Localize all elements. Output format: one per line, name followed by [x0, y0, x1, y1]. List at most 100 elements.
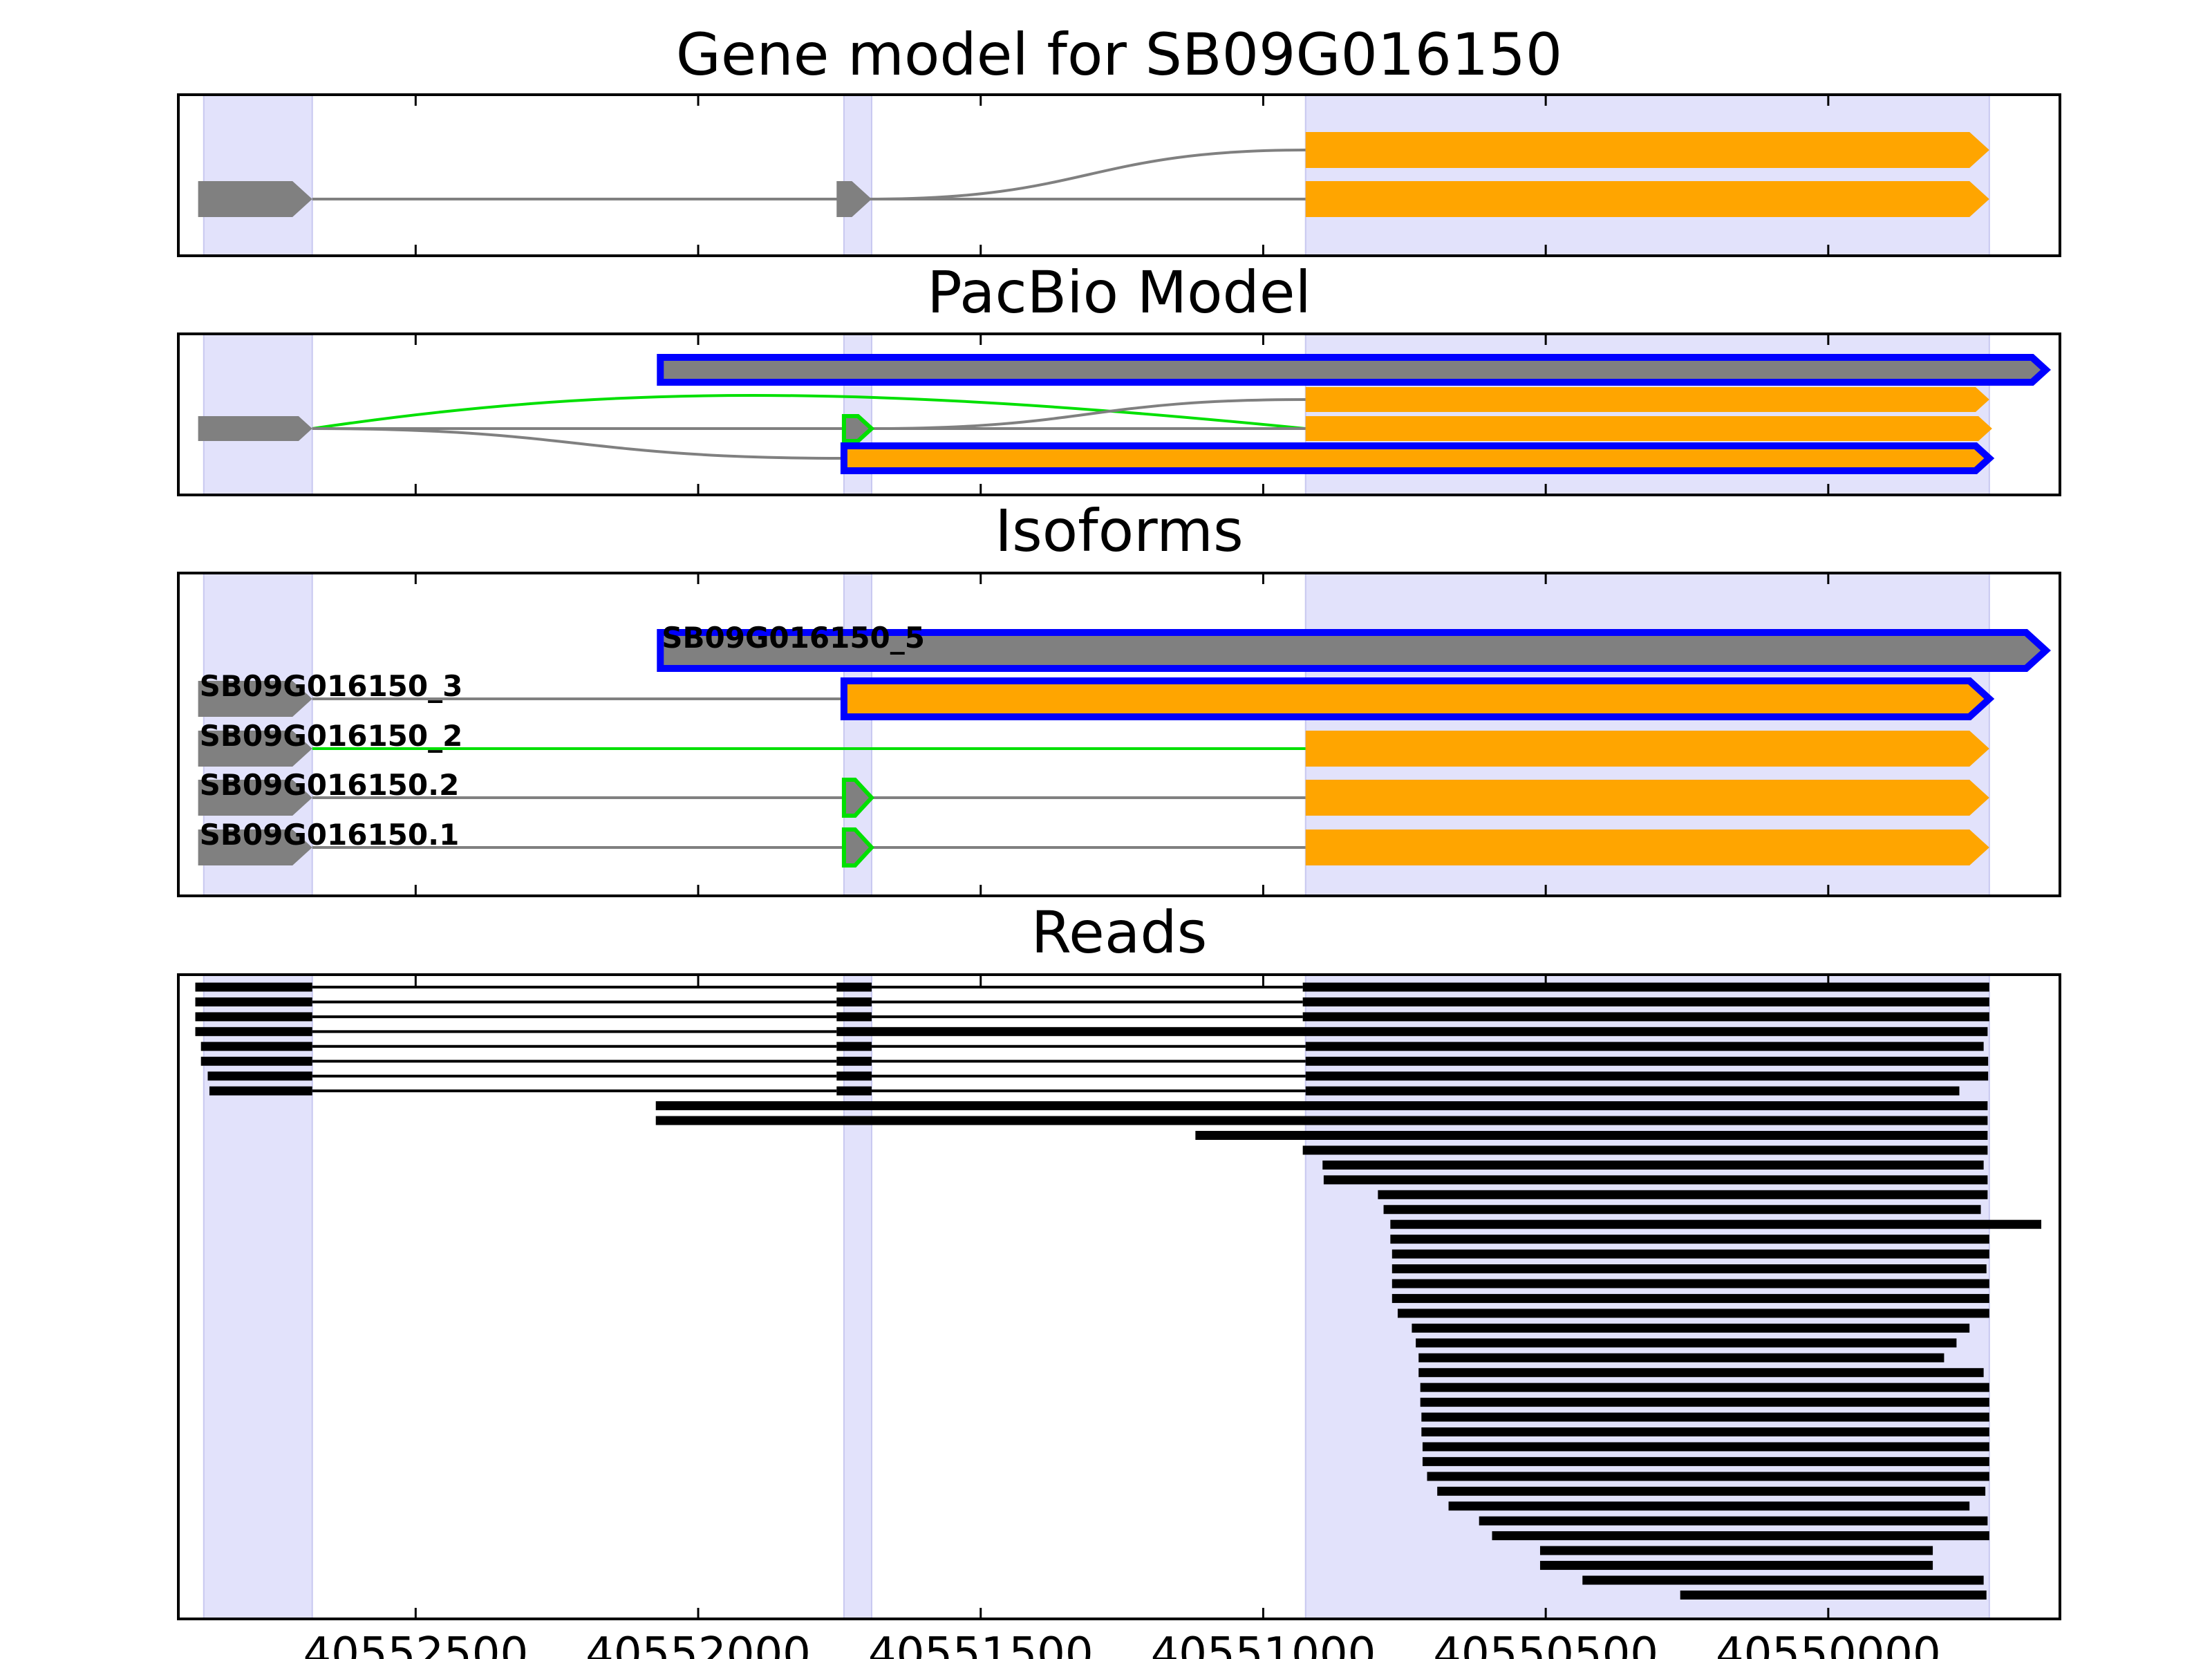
read-segment [1305, 1056, 1989, 1066]
cds-exon-block [1305, 731, 1989, 767]
read-segment [1302, 997, 1989, 1006]
read-segment [1539, 1546, 1933, 1555]
read-segment [836, 982, 872, 992]
read-segment [207, 1071, 312, 1081]
panel-frame [177, 93, 2061, 257]
gene-model-panel: Gene model for SB09G016150 [177, 21, 2061, 257]
read-segment [1427, 1472, 1989, 1481]
read-segment [836, 997, 872, 1006]
utr-exon-block [198, 780, 312, 816]
exon-region-band [203, 333, 313, 496]
read-segment [1412, 1323, 1970, 1333]
reads-panel: Reads 40552500 40552000 40551500 40551000 40… [177, 899, 2061, 1659]
reads-title: Reads [1031, 899, 1208, 966]
read-segment [1302, 1145, 1988, 1155]
read-segment [1437, 1486, 1986, 1496]
isoform-label: SB09G016150.1 [200, 818, 460, 852]
cds-exon-block [1305, 387, 1989, 412]
read-segment [1391, 1249, 1989, 1259]
read-segment [1391, 1293, 1989, 1303]
read-segment [836, 1086, 872, 1096]
cds-exon-block [1305, 132, 1989, 168]
exon-region-band [203, 94, 313, 256]
utr-exon-block [841, 414, 875, 443]
isoform-label: SB09G016150_5 [662, 621, 925, 655]
utr-exon-block [841, 827, 875, 868]
read-segment [655, 1116, 1988, 1125]
read-segment [1322, 1160, 1984, 1170]
exon-region-band [203, 974, 313, 1620]
read-segment [195, 1012, 312, 1022]
read-segment [836, 1012, 872, 1022]
x-tick-label: 40552000 [585, 1629, 811, 1659]
read-segment [1391, 1279, 1989, 1288]
cds-exon-block [1305, 780, 1989, 816]
utr-exon-block [198, 731, 312, 767]
cds-exon-block [1305, 181, 1989, 217]
read-segment [1421, 1427, 1989, 1436]
read-segment [1539, 1561, 1933, 1571]
read-segment [1418, 1368, 1984, 1378]
x-tick-label: 40550000 [1716, 1629, 1941, 1659]
intron-line [871, 398, 1306, 430]
read-segment [1391, 1264, 1987, 1274]
x-tick-label: 40551000 [1151, 1629, 1376, 1659]
x-tick-label: 40551500 [868, 1629, 1094, 1659]
read-segment [1582, 1575, 1984, 1585]
read-segment [1422, 1456, 1989, 1466]
read-segment [1390, 1235, 1989, 1244]
read-segment [195, 1027, 312, 1036]
read-segment [1302, 982, 1989, 992]
read-segment [1421, 1412, 1989, 1422]
panel-frame [177, 332, 2061, 496]
read-segment [836, 1056, 872, 1066]
read-segment [1302, 1012, 1989, 1022]
read-segment [1390, 1219, 2042, 1229]
utr-exon-block [657, 629, 2051, 672]
read-segment [1420, 1382, 1989, 1392]
read-segment [200, 1056, 312, 1066]
read-segment [1420, 1398, 1989, 1407]
panel-frame [177, 572, 2061, 897]
panel-frame [177, 973, 2061, 1620]
read-segment [1305, 1042, 1984, 1051]
utr-exon-block [198, 830, 312, 865]
cds-exon-block [1305, 830, 1989, 865]
intron-line [871, 149, 1306, 200]
read-segment [1418, 1353, 1944, 1362]
intron-line [312, 427, 844, 460]
read-segment [1195, 1131, 1988, 1140]
read-segment [1422, 1442, 1989, 1452]
read-segment [1397, 1309, 1989, 1318]
isoform-label: SB09G016150.2 [200, 768, 460, 802]
isoform-label: SB09G016150_3 [200, 669, 463, 703]
cds-exon-block [840, 442, 1995, 474]
utr-exon-block [198, 181, 312, 217]
utr-exon-block [836, 181, 872, 217]
exon-region-band [843, 974, 872, 1620]
read-segment [1305, 1071, 1989, 1081]
cds-exon-block [1305, 416, 1992, 441]
pacbio-model-title: PacBio Model [927, 259, 1311, 326]
read-segment [200, 1042, 312, 1051]
read-segment [1416, 1338, 1957, 1348]
isoforms-panel: Isoforms SB09G016150_5 SB09G016150_3 SB09G… [177, 497, 2061, 897]
gene-model-title: Gene model for SB09G016150 [676, 21, 1562, 88]
exon-region-band [1304, 94, 1990, 256]
read-segment [836, 1027, 1988, 1036]
read-segment [1323, 1175, 1988, 1185]
read-segment [836, 1042, 872, 1051]
utr-exon-block [657, 354, 2051, 386]
read-segment [1383, 1205, 1981, 1215]
read-segment [1680, 1590, 1987, 1600]
read-segment [1448, 1501, 1970, 1511]
read-segment [1378, 1190, 1988, 1199]
x-tick-label: 40552500 [303, 1629, 528, 1659]
isoforms-title: Isoforms [995, 497, 1244, 565]
read-segment [195, 997, 312, 1006]
pacbio-model-panel: PacBio Model [177, 259, 2061, 496]
x-tick-label: 40550500 [1433, 1629, 1658, 1659]
utr-exon-block [841, 778, 875, 818]
isoform-label: SB09G016150_2 [200, 719, 463, 753]
